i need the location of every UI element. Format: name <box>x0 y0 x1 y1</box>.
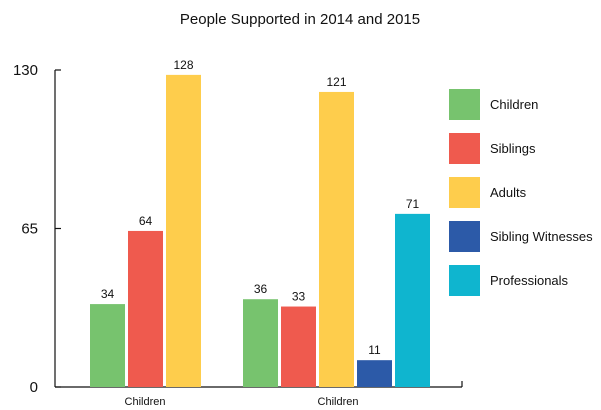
y-tick-label: 65 <box>21 221 38 238</box>
bars: 34 64 128 36 33 121 11 71 <box>90 58 430 387</box>
bar <box>357 360 392 387</box>
legend-label: Professionals <box>490 273 569 288</box>
legend: Children Siblings Adults Sibling Witnesses P… <box>449 89 593 296</box>
bar <box>319 91 354 387</box>
data-label: 121 <box>326 75 346 89</box>
bar <box>90 304 125 387</box>
data-label: 34 <box>101 287 115 301</box>
data-label: 128 <box>173 58 193 72</box>
legend-swatch <box>449 133 480 164</box>
legend-label: Siblings <box>490 141 536 156</box>
data-label: 64 <box>139 214 153 228</box>
bar <box>166 74 201 387</box>
data-label: 33 <box>292 290 306 304</box>
y-tick-label: 0 <box>30 379 38 396</box>
bar <box>395 213 430 387</box>
x-tick-label: Children <box>125 396 166 408</box>
chart-title: People Supported in 2014 and 2015 <box>180 11 420 28</box>
bar <box>128 230 163 387</box>
legend-swatch <box>449 177 480 208</box>
data-label: 36 <box>254 282 268 296</box>
legend-label: Adults <box>490 185 527 200</box>
legend-label: Children <box>490 97 538 112</box>
data-label: 11 <box>368 343 381 357</box>
axes: 0 65 130 Children Children <box>13 62 463 408</box>
bar <box>281 306 316 387</box>
legend-swatch <box>449 221 480 252</box>
legend-swatch <box>449 89 480 120</box>
y-tick-label: 130 <box>13 62 38 79</box>
bar <box>243 299 278 387</box>
legend-label: Sibling Witnesses <box>490 229 593 244</box>
x-tick-label: Children <box>318 396 359 408</box>
data-label: 71 <box>406 197 420 211</box>
legend-swatch <box>449 265 480 296</box>
